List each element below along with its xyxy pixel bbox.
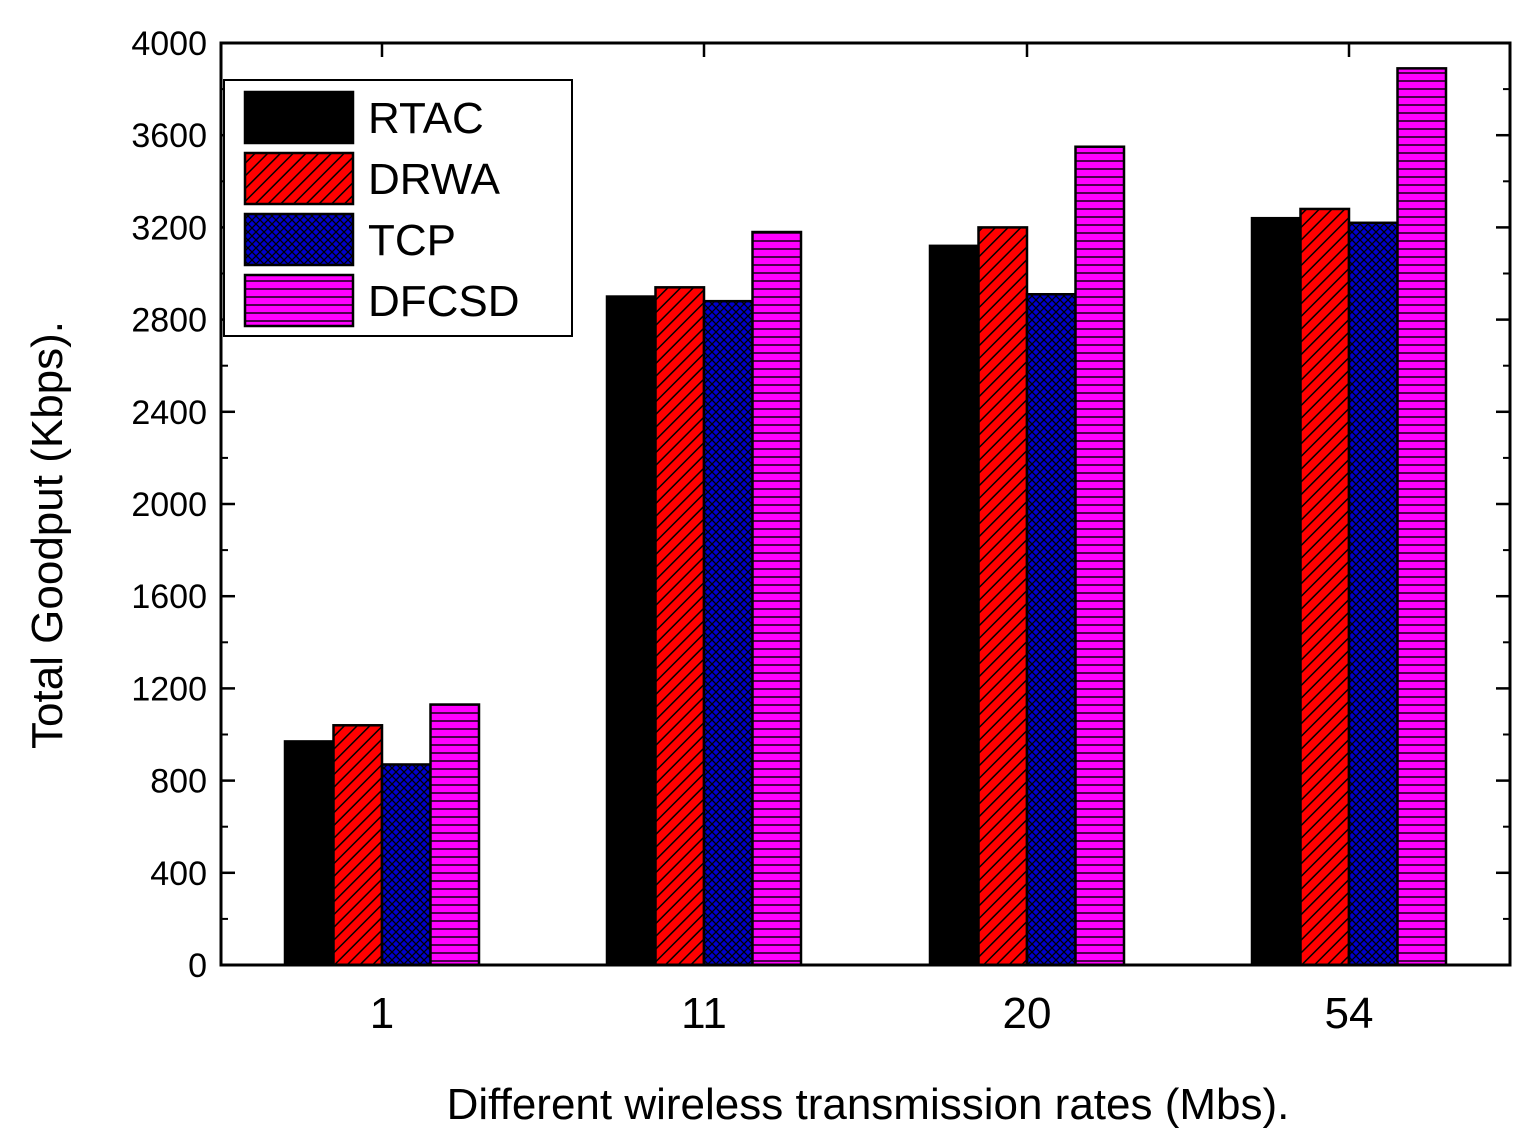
bar-drwa-54 (1299, 207, 1351, 967)
bar-drwa-11 (654, 286, 706, 967)
bars-layer (283, 67, 1448, 967)
legend-swatch-drwa (243, 151, 355, 206)
y-tick-label: 2400 (131, 394, 207, 432)
bar-dfcsd-11 (751, 230, 803, 967)
x-tick-label: 11 (681, 989, 727, 1038)
bar-drwa-20 (977, 226, 1029, 967)
y-axis-label: Total Goodput (Kbps). (23, 321, 72, 749)
legend-swatch-dfcsd (243, 273, 355, 328)
bar-rtac-20 (928, 244, 980, 967)
y-tick-label: 4000 (131, 25, 207, 63)
bar-rtac-1 (283, 740, 335, 967)
y-tick-label: 0 (188, 947, 207, 985)
legend-swatch-rtac (243, 90, 355, 145)
bar-rtac-54 (1250, 216, 1302, 967)
y-tick-label: 400 (150, 855, 207, 893)
y-tick-label: 3600 (131, 117, 207, 155)
y-tick-label: 2000 (131, 486, 207, 524)
legend-label-tcp: TCP (368, 216, 456, 265)
x-axis-label: Different wireless transmission rates (M… (447, 1080, 1290, 1129)
x-tick-label: 54 (1325, 989, 1374, 1038)
legend-label-drwa: DRWA (368, 155, 501, 204)
x-tick-label: 1 (370, 989, 394, 1038)
y-tick-label: 1200 (131, 670, 207, 708)
bar-tcp-11 (702, 299, 754, 967)
bar-dfcsd-20 (1074, 145, 1126, 967)
legend-label-dfcsd: DFCSD (368, 277, 520, 326)
bar-dfcsd-1 (429, 703, 481, 967)
y-tick-label: 3200 (131, 209, 207, 247)
y-tick-label: 800 (150, 763, 207, 801)
bar-tcp-54 (1347, 221, 1399, 967)
legend: RTAC DRWA TCP DFCSD (223, 79, 573, 337)
bar-tcp-20 (1025, 292, 1077, 967)
legend-swatch-tcp (243, 212, 355, 267)
y-tick-label: 1600 (131, 578, 207, 616)
y-tick-label: 2800 (131, 302, 207, 340)
bar-drwa-1 (332, 724, 384, 967)
bar-tcp-1 (380, 763, 432, 967)
legend-label-rtac: RTAC (368, 94, 484, 143)
bar-dfcsd-54 (1396, 67, 1448, 967)
x-tick-label: 20 (1003, 989, 1052, 1038)
bar-rtac-11 (605, 295, 657, 967)
